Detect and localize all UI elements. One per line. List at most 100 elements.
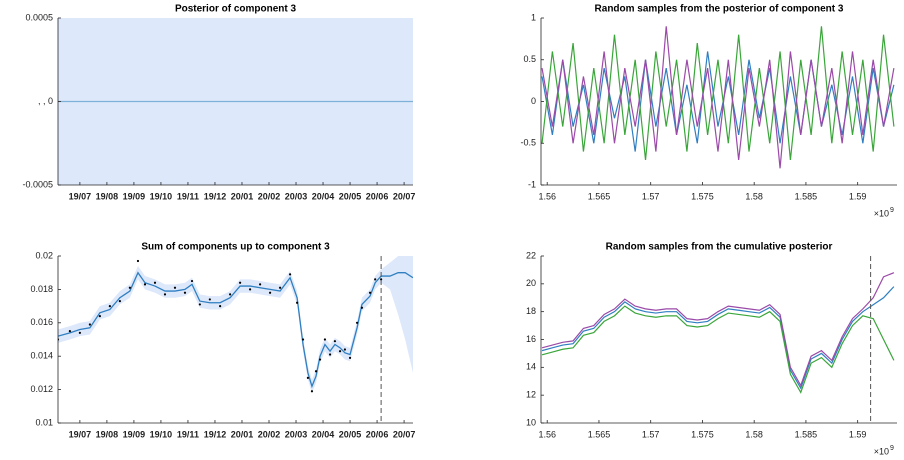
data-point — [228, 293, 232, 296]
y-tick-label: 0 — [531, 96, 536, 106]
data-point — [306, 376, 310, 380]
data-point — [190, 279, 194, 283]
y-tick-label: , , 0 — [38, 96, 53, 106]
x-tick-label: 19/11 — [177, 429, 199, 439]
data-point — [314, 370, 318, 373]
data-point — [98, 315, 101, 318]
y-tick-label: 0.014 — [30, 351, 53, 361]
series-line — [541, 305, 895, 394]
series-line — [541, 272, 895, 387]
x-tick-label: 20/05 — [339, 191, 362, 201]
x-tick-label: 1.56 — [538, 429, 556, 439]
data-point — [143, 283, 147, 286]
data-point — [333, 340, 337, 343]
series-line — [541, 26, 895, 169]
panel: Sum of components up to component 3 0.01 0… — [30, 242, 415, 440]
x-tick-label: 1.56 — [538, 191, 556, 201]
data-point — [163, 293, 167, 296]
x-multiplier: ×10 — [874, 446, 889, 456]
x-tick-label: 20/01 — [231, 429, 254, 439]
x-tick-label: 20/06 — [366, 429, 389, 439]
x-tick-label: 19/11 — [177, 191, 199, 201]
x-tick-label: 1.565 — [588, 429, 611, 439]
data-point — [183, 291, 187, 294]
y-tick-label: -0.5 — [520, 138, 536, 148]
data-point — [219, 305, 222, 308]
y-tick-label: 0.0005 — [25, 12, 53, 22]
x-tick-label: 19/10 — [150, 191, 173, 201]
x-tick-label: 1.585 — [795, 429, 818, 439]
x-tick-label: 20/02 — [258, 429, 281, 439]
x-tick-label: 19/12 — [204, 191, 227, 201]
x-tick-label: 1.575 — [691, 191, 714, 201]
x-tick-label: 1.58 — [745, 429, 763, 439]
series-line — [541, 26, 895, 161]
data-point — [68, 330, 71, 333]
x-tick-label: 20/03 — [285, 191, 308, 201]
data-point — [338, 350, 342, 353]
y-tick-label: 0.016 — [30, 317, 53, 327]
x-tick-label: 1.58 — [745, 191, 763, 201]
x-tick-label: 19/07 — [69, 191, 92, 201]
data-point — [360, 306, 364, 309]
x-tick-label: 20/02 — [258, 191, 281, 201]
x-tick-label: 20/04 — [312, 191, 335, 201]
y-tick-label: 18 — [526, 306, 536, 316]
series-line — [541, 51, 895, 152]
data-point — [288, 273, 292, 276]
data-point — [136, 259, 140, 263]
y-tick-label: 16 — [526, 334, 536, 344]
y-tick-label: 0.018 — [30, 284, 53, 294]
y-tick-label: 20 — [526, 278, 536, 288]
x-tick-label: 19/08 — [96, 429, 119, 439]
x-tick-label: 20/07 — [393, 429, 416, 439]
y-tick-label: 1 — [531, 12, 536, 22]
panel: Random samples from the cumulative poste… — [526, 242, 897, 456]
x-tick-label: 1.585 — [795, 191, 818, 201]
y-tick-label: 0.01 — [35, 417, 53, 427]
panel: Random samples from the posterior of com… — [520, 4, 897, 218]
plot-area — [58, 18, 413, 185]
y-tick-label: 0.012 — [30, 384, 53, 394]
chart-title: Random samples from the cumulative poste… — [606, 242, 833, 253]
plot-area — [541, 272, 895, 394]
y-tick-label: -0.0005 — [22, 179, 53, 189]
data-point — [208, 298, 211, 301]
x-tick-label: 20/06 — [366, 191, 389, 201]
y-tick-label: 0.5 — [523, 54, 536, 64]
y-tick-label: 12 — [526, 390, 536, 400]
data-point — [118, 299, 121, 303]
x-exponent: 9 — [890, 445, 894, 452]
series-line — [58, 271, 413, 389]
x-tick-label: 1.57 — [642, 429, 660, 439]
confidence-band — [58, 256, 413, 393]
x-tick-label: 20/03 — [285, 429, 308, 439]
x-tick-label: 19/10 — [150, 429, 173, 439]
y-tick-label: 22 — [526, 250, 536, 260]
data-point — [355, 321, 359, 324]
x-multiplier: ×10 — [874, 208, 889, 218]
data-point — [198, 303, 201, 306]
x-tick-label: 1.59 — [849, 191, 867, 201]
x-tick-label: 19/09 — [123, 191, 146, 201]
series-line — [541, 286, 895, 390]
y-tick-label: 10 — [526, 417, 536, 427]
y-tick-label: -1 — [528, 179, 536, 189]
data-point — [258, 283, 262, 286]
x-exponent: 9 — [890, 207, 894, 214]
data-point — [301, 338, 305, 341]
data-point — [108, 305, 111, 308]
y-tick-label: 14 — [526, 362, 536, 372]
panel: Posterior of component 3 -0.0005 , , 0 0.00… — [22, 4, 415, 202]
plot-area — [541, 26, 895, 169]
chart-title: Random samples from the posterior of com… — [595, 4, 844, 15]
data-point — [318, 358, 322, 361]
data-point — [88, 323, 91, 326]
data-point — [268, 291, 272, 294]
data-point — [78, 331, 81, 334]
x-tick-label: 20/01 — [231, 191, 254, 201]
chart-title: Sum of components up to component 3 — [141, 242, 330, 253]
x-tick-label: 20/04 — [312, 429, 335, 439]
data-point — [328, 353, 332, 356]
